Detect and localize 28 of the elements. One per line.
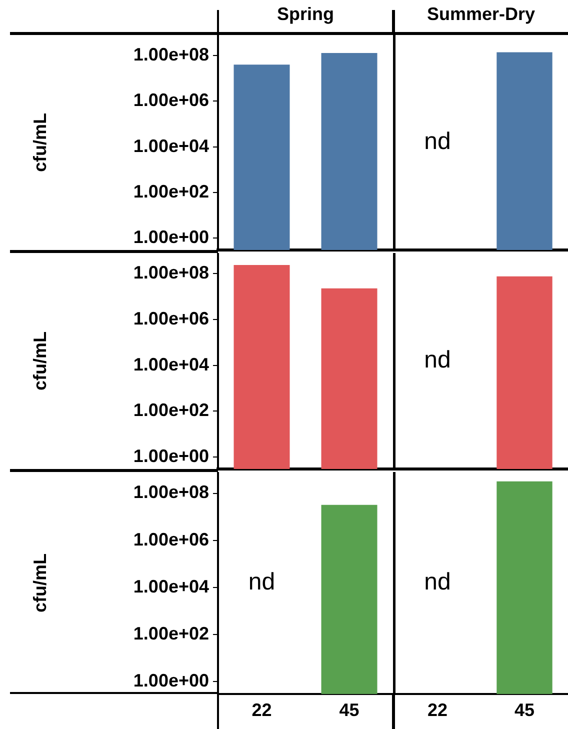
y-tick-label: 1.00e+04	[133, 576, 209, 596]
y-tick-label: 1.00e+02	[133, 400, 209, 420]
annotation: nd	[424, 568, 451, 596]
chart-title: Summer-Dry	[426, 4, 536, 24]
annotation: nd	[424, 128, 451, 156]
y-tick-label: 1.00e+08	[133, 482, 209, 502]
y-axis-title: cfu/mL	[30, 112, 50, 172]
y-tick-label: 1.00e+00	[133, 670, 209, 691]
y-tick-label: 1.00e+04	[133, 354, 209, 374]
y-tick-label: 1.00e+00	[133, 227, 209, 248]
y-tick-label: 1.00e+06	[133, 90, 209, 110]
y-tick-label: 1.00e+08	[133, 262, 209, 283]
y-tick-label: 1.00e+06	[133, 308, 209, 328]
x-tick-label: 22	[427, 700, 448, 720]
annotation: nd	[424, 346, 451, 374]
x-tick-label: 45	[339, 700, 360, 720]
y-tick-label: 1.00e+02	[133, 624, 209, 644]
y-tick-label: 1.00e+08	[133, 44, 209, 65]
y-tick-label: 1.00e+06	[133, 529, 209, 550]
y-tick-label: 1.00e+00	[133, 446, 209, 466]
annotation: nd	[248, 568, 276, 596]
y-tick-label: 1.00e+04	[133, 136, 209, 156]
y-axis-title: cfu/mL	[30, 553, 50, 613]
y-axis-title: cfu/mL	[30, 331, 50, 391]
chart-title: Spring	[277, 4, 334, 24]
x-tick-label: 22	[252, 700, 272, 720]
x-tick-label: 45	[514, 700, 535, 720]
y-tick-label: 1.00e+02	[133, 181, 209, 202]
